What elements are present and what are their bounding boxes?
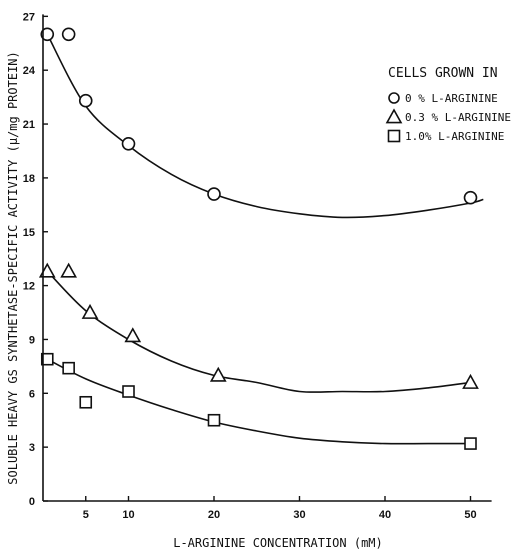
legend-marker-square (387, 129, 401, 143)
data-point-circle (78, 93, 93, 108)
legend-item-circle: 0 % L-ARGININE (388, 92, 498, 105)
data-point-square (464, 437, 477, 450)
x-tick-label: 50 (464, 509, 476, 521)
legend-marker-circle (388, 92, 400, 104)
data-point-triangle (124, 327, 142, 343)
x-tick-label: 30 (293, 509, 305, 521)
data-point-triangle (81, 303, 99, 319)
y-tick-label: 3 (29, 442, 35, 454)
x-tick-label: 40 (379, 509, 391, 521)
y-tick-label: 9 (29, 334, 35, 346)
data-point-triangle (209, 366, 227, 382)
data-point-square (79, 395, 93, 409)
legend-item-triangle: 0.3 % L-ARGININE (385, 108, 511, 124)
legend-label: 0 % L-ARGININE (405, 92, 498, 105)
plot-area (38, 27, 484, 450)
y-axis-label: SOLUBLE HEAVY GS SYNTHETASE-SPECIFIC ACT… (6, 51, 20, 484)
series-triangle (38, 262, 479, 393)
data-point-circle (463, 190, 478, 205)
legend-label: 0.3 % L-ARGININE (405, 111, 511, 124)
legend-marker-triangle (385, 108, 403, 124)
data-point-triangle (462, 373, 479, 389)
legend-items: 0 % L-ARGININE 0.3 % L-ARGININE 1.0% L-ARG… (385, 92, 511, 143)
legend-item-square: 1.0% L-ARGININE (387, 129, 504, 143)
legend-label: 1.0% L-ARGININE (405, 130, 504, 143)
y-tick-label: 21 (23, 119, 35, 131)
y-tick-label: 24 (23, 65, 36, 77)
series-curve-circle (46, 33, 484, 219)
data-point-square (122, 385, 135, 398)
data-point-triangle (60, 262, 78, 278)
data-point-circle (207, 187, 221, 201)
y-tick-label: 6 (29, 388, 35, 400)
x-axis-label: L-ARGININE CONCENTRATION (mM) (173, 536, 383, 550)
data-point-square (40, 352, 54, 366)
legend: CELLS GROWN IN 0 % L-ARGININE 0.3 % L-ARG… (385, 66, 511, 143)
series-curve-square (46, 358, 471, 445)
data-point-square (207, 413, 221, 427)
data-point-circle (121, 136, 136, 151)
data-point-circle (61, 27, 76, 42)
series-curve-triangle (46, 270, 471, 393)
x-tick-label: 10 (122, 509, 134, 521)
y-tick-label: 12 (23, 281, 35, 293)
y-tick-label: 18 (23, 173, 35, 185)
x-tick-label: 20 (208, 509, 220, 521)
x-tick-label: 5 (83, 509, 89, 521)
series-square (40, 352, 477, 450)
y-tick-label: 0 (29, 496, 35, 508)
data-point-square (62, 361, 75, 375)
series-circle (40, 27, 484, 219)
y-tick-label: 27 (23, 11, 35, 23)
y-tick-label: 15 (23, 227, 35, 239)
axes (42, 14, 492, 502)
legend-title: CELLS GROWN IN (388, 66, 498, 81)
data-point-circle (40, 27, 55, 42)
tick-labels: 0 3 6 9 12 15 18 21 24 27 5 10 20 30 40 50 (23, 11, 477, 521)
